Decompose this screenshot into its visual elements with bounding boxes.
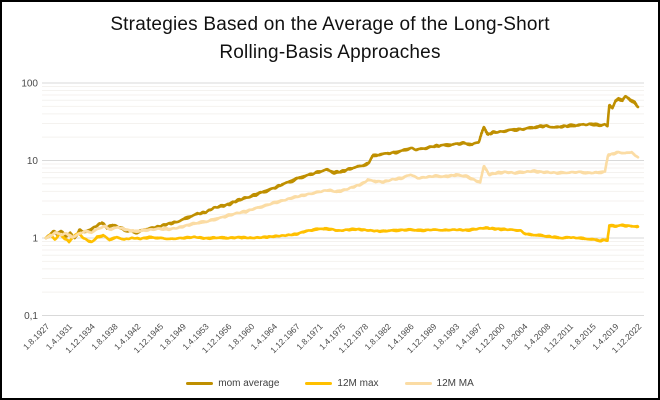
legend-swatch [186, 381, 214, 386]
legend-label: mom average [218, 378, 280, 389]
legend-item-mom-average: mom average [186, 378, 279, 389]
legend-label: 12M max [337, 378, 379, 389]
y-tick-label: 100 [21, 79, 38, 90]
y-tick-label: 10 [27, 156, 39, 167]
chart-title-line-1: Strategies Based on the Average of the L… [110, 14, 550, 35]
series-line-mom-average [44, 94, 640, 240]
legend-item-12m-max: 12M max [305, 378, 379, 389]
legend-swatch [404, 381, 432, 386]
chart-legend: mom average 12M max 12M MA [2, 378, 658, 389]
legend-label: 12M MA [436, 378, 474, 389]
legend-item-12m-ma: 12M MA [404, 378, 474, 389]
series-line-12m-ma [44, 150, 640, 240]
series-line-12m-max [44, 223, 640, 244]
y-tick-label: 0,1 [24, 311, 38, 322]
legend-swatch [305, 381, 333, 386]
chart-title: Strategies Based on the Average of the L… [2, 11, 658, 67]
y-tick-label: 1 [32, 234, 38, 245]
chart-title-line-2: Rolling-Basis Approaches [219, 42, 441, 63]
